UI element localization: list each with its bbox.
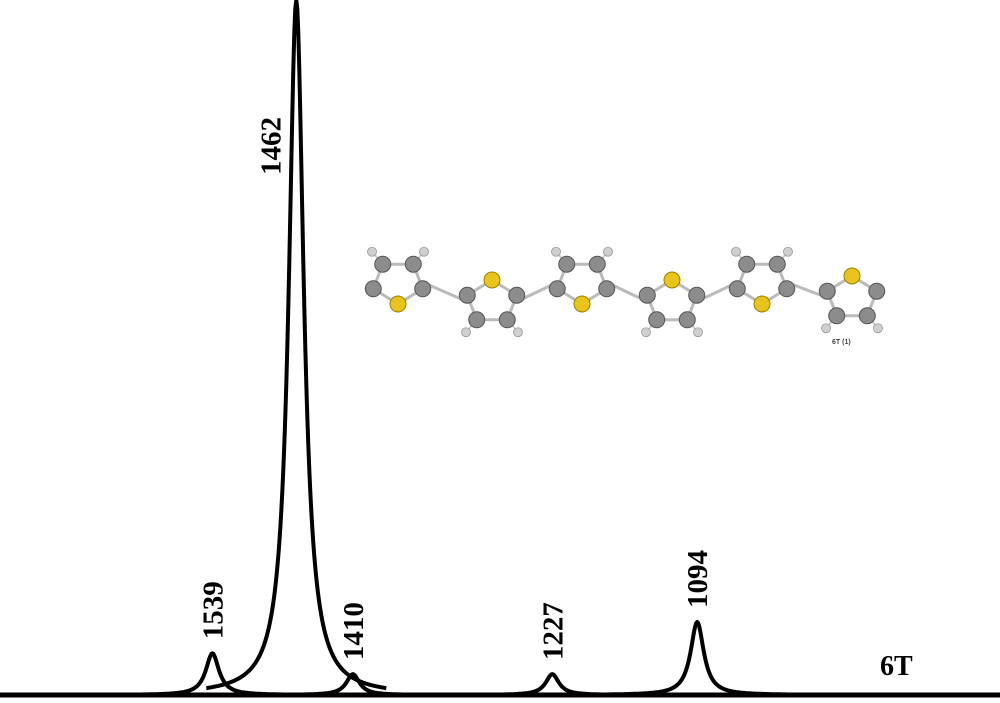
peak-label: 1227 bbox=[537, 602, 569, 660]
hydrogen bbox=[693, 327, 703, 338]
spectrum-peak bbox=[261, 672, 444, 697]
carbon bbox=[588, 255, 606, 273]
sulfur bbox=[573, 295, 591, 313]
spectrum-peak bbox=[205, 0, 388, 691]
carbon bbox=[558, 255, 576, 273]
carbon bbox=[868, 282, 886, 300]
carbon bbox=[688, 286, 706, 304]
molecule-label: 6T (1) bbox=[832, 339, 851, 346]
carbon bbox=[364, 280, 382, 298]
hydrogen bbox=[461, 327, 471, 338]
hydrogen bbox=[603, 246, 613, 257]
hydrogen bbox=[873, 323, 883, 334]
hydrogen bbox=[367, 246, 377, 257]
spectrum-peak bbox=[461, 672, 644, 697]
peak-label: 1094 bbox=[682, 550, 714, 608]
molecule-image bbox=[364, 246, 886, 338]
carbon bbox=[638, 286, 656, 304]
carbon bbox=[648, 311, 666, 329]
carbon bbox=[508, 286, 526, 304]
series-label: 6T bbox=[880, 651, 913, 682]
carbon bbox=[458, 286, 476, 304]
carbon bbox=[728, 280, 746, 298]
carbon bbox=[778, 280, 796, 298]
hydrogen bbox=[513, 327, 523, 338]
carbon bbox=[374, 255, 392, 273]
carbon bbox=[548, 280, 566, 298]
hydrogen bbox=[551, 246, 561, 257]
peak-label: 1462 bbox=[255, 117, 287, 175]
carbon bbox=[468, 311, 486, 329]
hydrogen bbox=[419, 246, 429, 257]
carbon bbox=[598, 280, 616, 298]
sulfur bbox=[663, 271, 681, 289]
sulfur bbox=[389, 295, 407, 313]
carbon bbox=[678, 311, 696, 329]
hydrogen bbox=[641, 327, 651, 338]
carbon bbox=[858, 307, 876, 325]
hydrogen bbox=[783, 246, 793, 257]
carbon bbox=[498, 311, 516, 329]
sulfur bbox=[753, 295, 771, 313]
peak-label: 1410 bbox=[338, 602, 370, 660]
carbon bbox=[404, 255, 422, 273]
carbon bbox=[828, 307, 846, 325]
carbon bbox=[738, 255, 756, 273]
carbon bbox=[818, 282, 836, 300]
spectrum-peak bbox=[606, 620, 789, 697]
hydrogen bbox=[821, 323, 831, 334]
carbon bbox=[768, 255, 786, 273]
peak-label: 1539 bbox=[197, 581, 229, 639]
hydrogen bbox=[731, 246, 741, 257]
sulfur bbox=[843, 267, 861, 285]
carbon bbox=[414, 280, 432, 298]
sulfur bbox=[483, 271, 501, 289]
